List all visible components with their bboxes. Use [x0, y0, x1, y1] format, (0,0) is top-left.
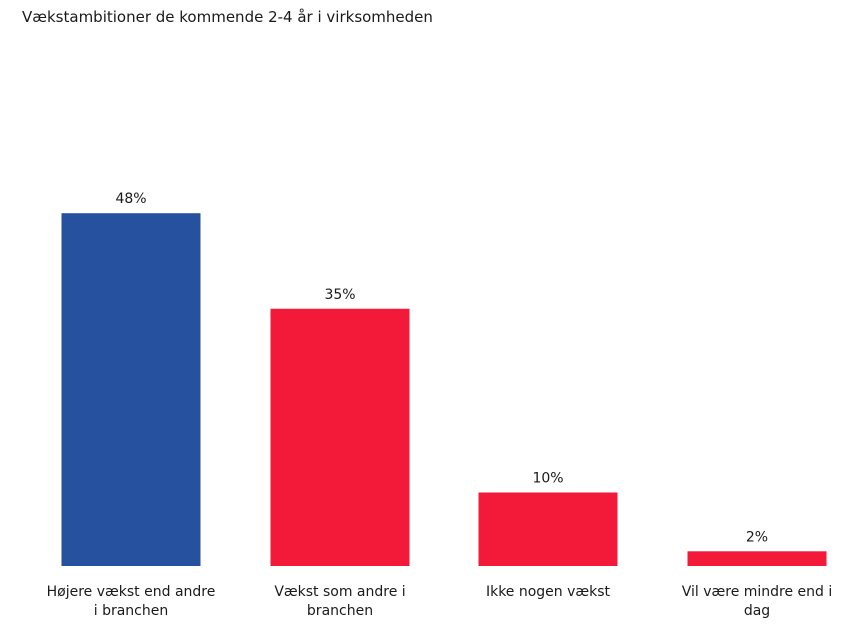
- category-label-2-line-2: branchen: [307, 603, 373, 619]
- bar-value-label-3: 10%: [532, 471, 563, 487]
- category-label-1-line-2: i branchen: [94, 603, 169, 619]
- bar-value-label-4: 2%: [746, 529, 768, 545]
- category-label-4-line-1: Vil være mindre end i: [682, 584, 833, 600]
- category-label-2-line-1: Vækst som andre i: [274, 584, 405, 600]
- bar-1: [61, 213, 201, 566]
- chart-title: Vækstambitioner de kommende 2-4 år i vir…: [22, 8, 433, 26]
- bar-value-label-2: 35%: [324, 287, 355, 303]
- category-label-4-line-2: dag: [744, 603, 770, 619]
- bar-3: [478, 492, 618, 566]
- bar-value-label-1: 48%: [115, 191, 146, 207]
- bar-4: [687, 551, 827, 566]
- bar-2: [270, 308, 410, 566]
- category-label-1-line-1: Højere vækst end andre: [47, 584, 216, 600]
- category-label-3-line-1: Ikke nogen vækst: [486, 584, 611, 600]
